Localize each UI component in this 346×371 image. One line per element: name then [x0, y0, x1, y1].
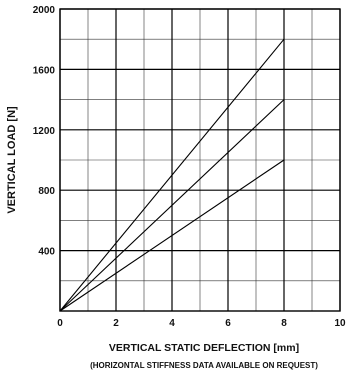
- plot-frame: [59, 8, 341, 312]
- x-tick-label: 6: [225, 318, 231, 329]
- x-tick-label: 0: [57, 318, 63, 329]
- x-tick-label: 10: [334, 318, 346, 329]
- footnote: (HORIZONTAL STIFFNESS DATA AVAILABLE ON …: [90, 361, 318, 370]
- y-tick-label: 2000: [33, 5, 56, 16]
- x-axis-title: VERTICAL STATIC DEFLECTION [mm]: [109, 342, 299, 354]
- y-tick-label: 1200: [33, 126, 56, 137]
- series-group: [59, 38, 285, 312]
- series-line-3: [59, 159, 285, 312]
- x-tick-label: 2: [113, 318, 119, 329]
- y-tick-label: 400: [38, 247, 55, 258]
- series-line-1: [59, 38, 285, 312]
- series-line-2: [59, 99, 285, 312]
- y-tick-label: 1600: [33, 65, 56, 76]
- x-tick-label: 8: [281, 318, 287, 329]
- x-tick-label: 4: [169, 318, 175, 329]
- y-tick-label: 800: [38, 186, 55, 197]
- x-tick-labels: 0 2 4 6 8 10: [57, 318, 346, 329]
- y-tick-labels: 400 800 1200 1600 2000: [33, 5, 56, 258]
- y-axis-title: VERTICAL LOAD [N]: [6, 106, 18, 214]
